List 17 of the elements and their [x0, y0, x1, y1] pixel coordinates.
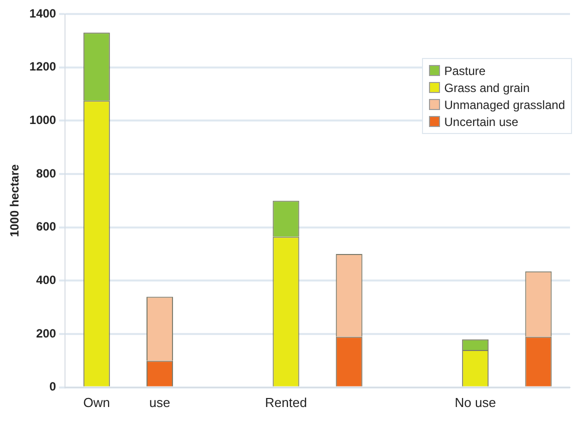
y-tick-label: 800 — [36, 166, 56, 180]
y-tick-label: 400 — [36, 273, 56, 288]
x-tick-label: Rented — [265, 394, 307, 410]
x-tick-label: No use — [454, 394, 496, 410]
y-tick-label: 1400 — [29, 6, 56, 20]
y-tick-label: 1000 — [29, 113, 56, 127]
y-tick-label: 200 — [36, 326, 56, 340]
legend-label: Pasture — [444, 64, 486, 78]
y-tick-label: 0 — [49, 380, 56, 394]
x-tick-label: Own — [83, 394, 110, 410]
legend-label: Uncertain use — [444, 114, 518, 128]
x-tick-label: use — [149, 394, 170, 410]
y-tick-label: 1200 — [29, 60, 56, 74]
y-tick-label: 600 — [36, 220, 56, 234]
legend-label: Grass and grain — [444, 80, 530, 94]
y-axis-title: 1000 hectare — [8, 164, 22, 238]
legend-label: Unmanaged grassland — [444, 98, 565, 112]
